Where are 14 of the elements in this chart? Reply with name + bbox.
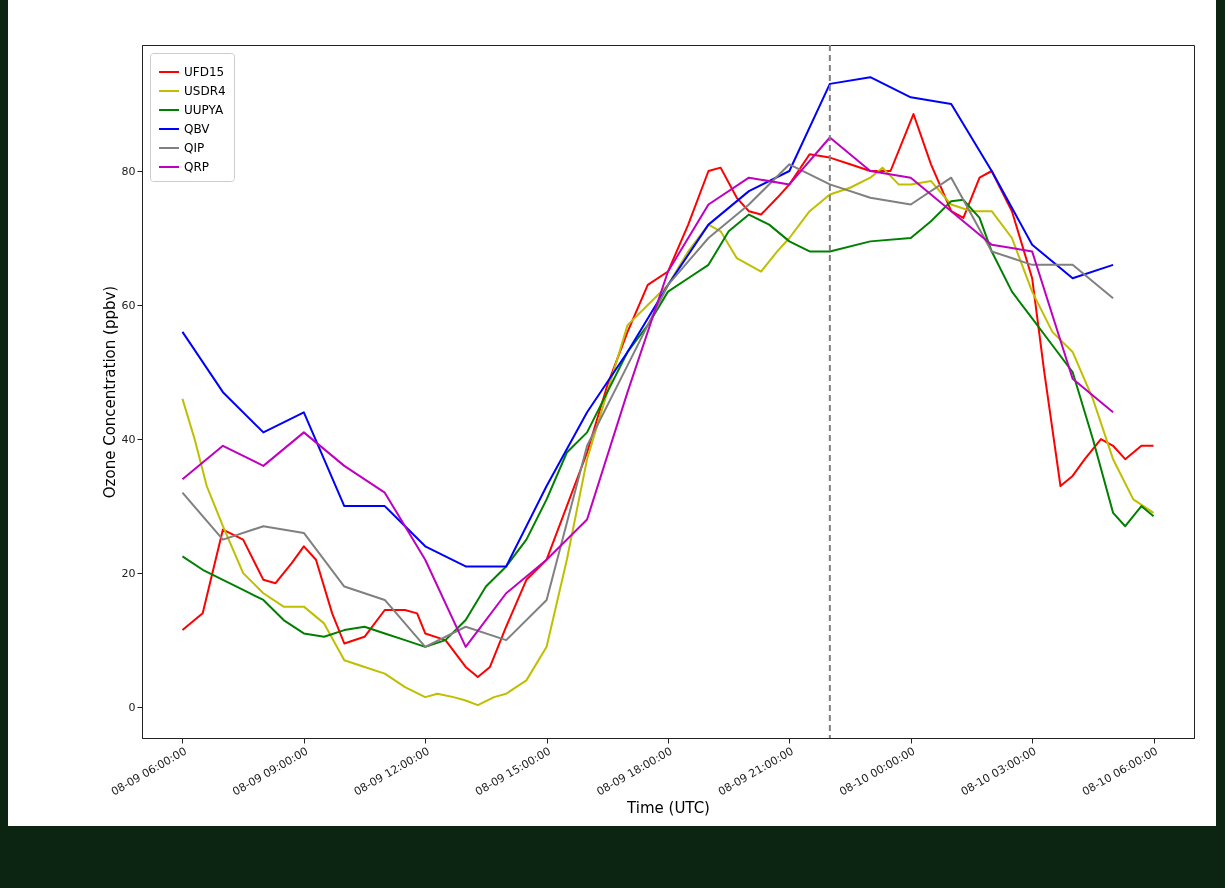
x-axis-title: Time (UTC) [626,799,710,818]
legend-label: QIP [184,141,205,155]
line-series [181,76,1115,568]
y-tick-label: 60 [121,298,136,312]
legend-label: UUPYA [184,103,224,117]
legend-label: QRP [184,160,210,174]
y-tick-label: 40 [121,432,136,446]
legend-label: UFD15 [184,65,225,79]
y-tick-label: 20 [121,566,136,580]
y-tick-label: 0 [128,700,136,714]
legend-label: USDR4 [184,84,226,98]
y-axis-title: Ozone Concentration (ppbv) [100,285,119,499]
legend-label: QBV [184,122,211,136]
y-tick-label: 80 [121,164,136,178]
